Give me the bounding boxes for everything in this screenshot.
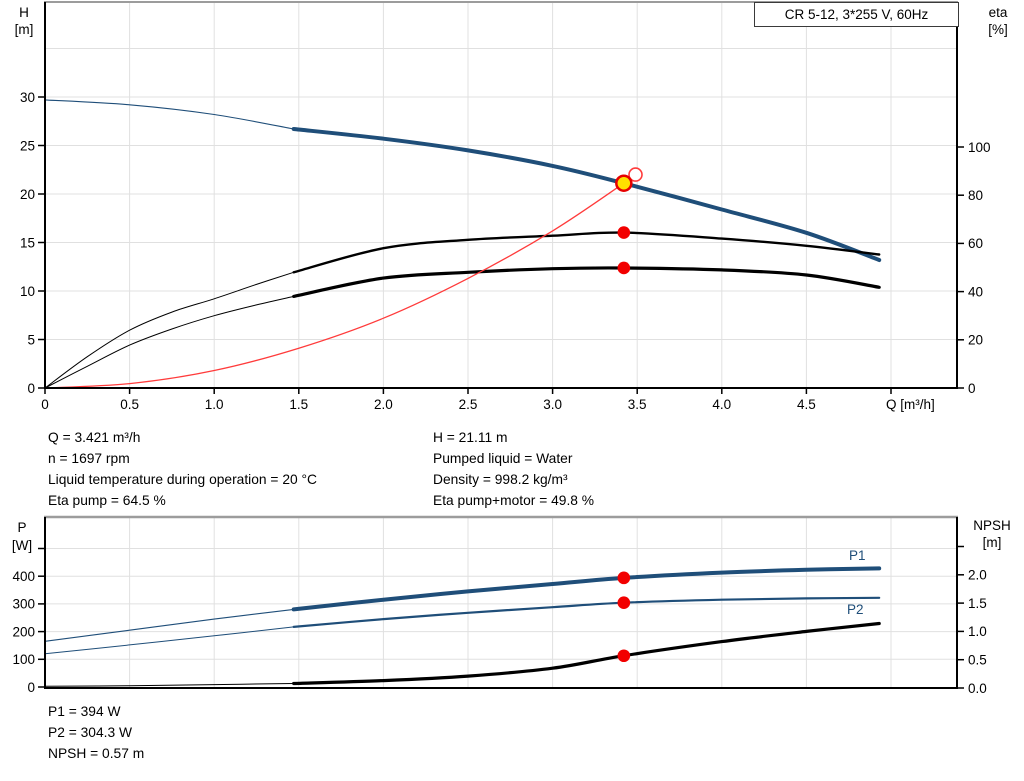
x-tick-label: 3.0 [543, 397, 562, 412]
right-tick-label: 60 [968, 236, 983, 251]
pump-type-box: CR 5-12, 3*255 V, 60Hz [754, 2, 959, 27]
x-tick-label: 1.0 [205, 397, 224, 412]
x-tick-label: 3.5 [628, 397, 647, 412]
curve-system-curve [44, 173, 637, 389]
marker-npsh-point [617, 649, 631, 663]
eta-axis-unit: [%] [988, 22, 1008, 37]
left-tick-label: 100 [12, 652, 35, 667]
p2-value: P2 = 304.3 W [48, 725, 132, 740]
npsh-axis-unit: [m] [982, 535, 1002, 550]
curve-head-curve [291, 127, 882, 262]
x-tick-label: 2.0 [374, 397, 393, 412]
right-tick-label: 0.5 [968, 653, 987, 668]
curve-p1-curve [291, 566, 882, 612]
pumped-liquid-value: Pumped liquid = Water [433, 451, 573, 466]
left-tick-label: 0 [27, 680, 35, 695]
h-axis-label: H [19, 5, 29, 20]
flow-value: Q = 3.421 m³/h [48, 430, 141, 445]
right-tick-label: 0 [968, 381, 976, 396]
eta-pump-motor-value: Eta pump+motor = 49.8 % [433, 493, 595, 508]
p1-value: P1 = 394 W [48, 704, 121, 719]
x-tick-label: 1.5 [289, 397, 308, 412]
liquid-temp-value: Liquid temperature during operation = 20… [48, 472, 317, 487]
marker-duty-point[interactable] [615, 174, 633, 192]
speed-value: n = 1697 rpm [48, 451, 130, 466]
curve-head-curve [44, 99, 295, 130]
x-tick-label: 4.5 [797, 397, 816, 412]
curve-npsh-curve [44, 683, 295, 687]
right-tick-label: 20 [968, 333, 983, 348]
operating-data-left: Q = 3.421 m³/h n = 1697 rpm Liquid tempe… [48, 427, 317, 511]
p1-curve-label: P1 [849, 548, 866, 563]
left-tick-label: 300 [12, 597, 35, 612]
curve-eta-pump-curve [292, 231, 881, 274]
x-tick-label: 0.5 [120, 397, 139, 412]
marker-requested-duty-point [628, 167, 643, 182]
right-tick-label: 100 [968, 140, 991, 155]
curve-p2-curve [292, 596, 881, 628]
left-tick-label: 10 [20, 284, 35, 299]
right-tick-label: 80 [968, 188, 983, 203]
density-value: Density = 998.2 kg/m³ [433, 472, 568, 487]
p-axis-label: P [17, 520, 27, 535]
marker-p1-point [617, 571, 631, 585]
left-tick-label: 15 [20, 235, 35, 250]
marker-p2-point [617, 596, 631, 610]
p2-curve-label: P2 [847, 602, 864, 617]
q-axis-label: Q [m³/h] [886, 397, 935, 412]
left-tick-label: 30 [20, 90, 35, 105]
x-tick-label: 0 [41, 397, 49, 412]
left-tick-label: 400 [12, 569, 35, 584]
curve-eta-pump-curve [44, 271, 295, 389]
right-tick-label: 0.0 [968, 681, 987, 696]
right-tick-label: 40 [968, 284, 983, 299]
marker-eta-pump-motor-point [617, 261, 631, 275]
curve-eta-pump-motor-curve [44, 295, 295, 389]
right-tick-label: 2.0 [968, 568, 987, 583]
left-tick-label: 25 [20, 138, 35, 153]
left-tick-label: 200 [12, 624, 35, 639]
operating-data-right: H = 21.11 m Pumped liquid = Water Densit… [433, 427, 594, 511]
left-tick-label: 5 [27, 332, 35, 347]
x-tick-label: 4.0 [712, 397, 731, 412]
curve-p2-curve [44, 626, 295, 655]
npsh-axis-label: NPSH [973, 518, 1011, 533]
curve-p1-curve [44, 608, 295, 642]
left-tick-label: 0 [27, 381, 35, 396]
power-npsh-results: P1 = 394 W P2 = 304.3 W NPSH = 0.57 m [48, 701, 144, 764]
right-tick-label: 1.5 [968, 596, 987, 611]
curve-npsh-curve [292, 621, 881, 686]
eta-axis-label: eta [988, 5, 1008, 20]
h-axis-unit: [m] [14, 22, 34, 37]
curve-eta-pump-motor-curve [292, 266, 881, 298]
npsh-value: NPSH = 0.57 m [48, 746, 145, 761]
right-tick-label: 1.0 [968, 624, 987, 639]
eta-pump-value: Eta pump = 64.5 % [48, 493, 166, 508]
p-axis-unit: [W] [11, 538, 33, 553]
x-tick-label: 2.5 [459, 397, 478, 412]
head-value: H = 21.11 m [433, 430, 508, 445]
left-tick-label: 20 [20, 187, 35, 202]
marker-eta-pump-point [617, 226, 631, 239]
